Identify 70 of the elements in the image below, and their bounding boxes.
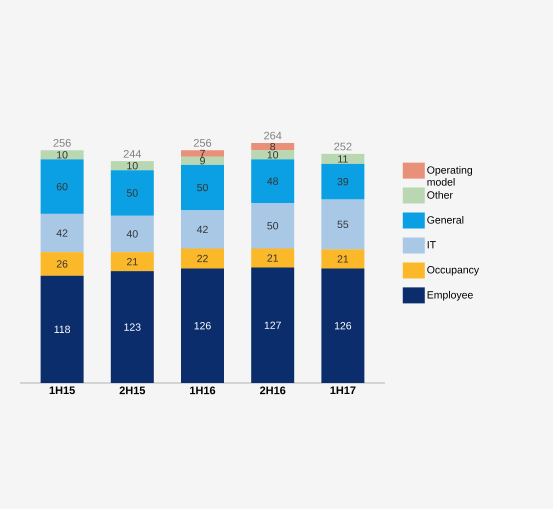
data-label: 22 — [197, 254, 208, 262]
data-label: 60 — [56, 182, 68, 190]
bar — [321, 164, 364, 200]
bar — [110, 216, 154, 252]
legend-label: Other — [427, 191, 453, 199]
data-label: 10 — [127, 162, 138, 170]
data-label: 10 — [57, 151, 68, 159]
bar — [251, 159, 294, 203]
x-tick-label: 2H16 — [260, 386, 286, 394]
data-label: 21 — [267, 254, 278, 262]
total-label: 256 — [194, 139, 212, 147]
data-label: 127 — [264, 322, 281, 329]
legend-label: Operating model — [427, 166, 472, 186]
data-label: 40 — [126, 230, 138, 238]
legend-label: Employee — [428, 290, 473, 301]
x-tick-label: 1H16 — [190, 386, 216, 394]
x-tick-label: 1H17 — [330, 386, 356, 394]
bar — [321, 154, 364, 164]
data-label: 50 — [197, 184, 208, 192]
bar — [321, 199, 364, 250]
x-tick-label: 2H15 — [120, 386, 146, 394]
total-label: 244 — [124, 150, 142, 158]
data-label: 11 — [338, 155, 348, 163]
bar — [181, 150, 224, 157]
bar — [110, 161, 154, 170]
bar — [110, 252, 154, 272]
data-label: 7 — [200, 150, 205, 158]
bar — [181, 268, 224, 383]
data-label: 9 — [200, 157, 205, 164]
bar — [181, 164, 224, 210]
data-label: 21 — [127, 258, 138, 266]
data-label: 50 — [126, 189, 138, 197]
bar — [40, 252, 84, 276]
data-label: 10 — [268, 151, 278, 159]
data-label: 50 — [267, 222, 278, 230]
data-label: 123 — [124, 323, 141, 331]
legend-label: IT — [428, 241, 436, 248]
total-label: 264 — [264, 132, 282, 140]
data-label: 8 — [270, 142, 276, 150]
total-label: 256 — [54, 139, 71, 147]
bar — [181, 156, 224, 165]
data-label: 42 — [56, 229, 68, 237]
data-label: 26 — [56, 260, 68, 268]
bar — [40, 214, 84, 252]
bar — [40, 159, 84, 214]
total-label: 252 — [334, 142, 352, 150]
bar — [110, 271, 154, 383]
bar — [181, 210, 224, 248]
bar — [251, 150, 294, 160]
data-label: 39 — [337, 178, 348, 186]
data-label: 126 — [334, 322, 352, 330]
data-label: 48 — [267, 177, 278, 185]
bar — [321, 268, 364, 383]
data-label: 118 — [54, 326, 70, 334]
bar — [251, 248, 294, 268]
data-label: 21 — [338, 255, 348, 263]
legend-label: General — [427, 216, 464, 224]
bar — [251, 143, 294, 150]
bar — [181, 248, 224, 268]
bar — [251, 268, 294, 383]
legend-label: Occupancy — [427, 266, 480, 276]
data-label: 126 — [194, 322, 211, 330]
bar — [110, 170, 154, 216]
data-label: 42 — [196, 226, 208, 234]
bar — [40, 276, 84, 383]
bar — [40, 150, 84, 160]
data-label: 55 — [337, 220, 348, 228]
x-tick-label: 1H15 — [50, 386, 75, 394]
bar — [321, 249, 364, 268]
bar — [251, 203, 294, 248]
